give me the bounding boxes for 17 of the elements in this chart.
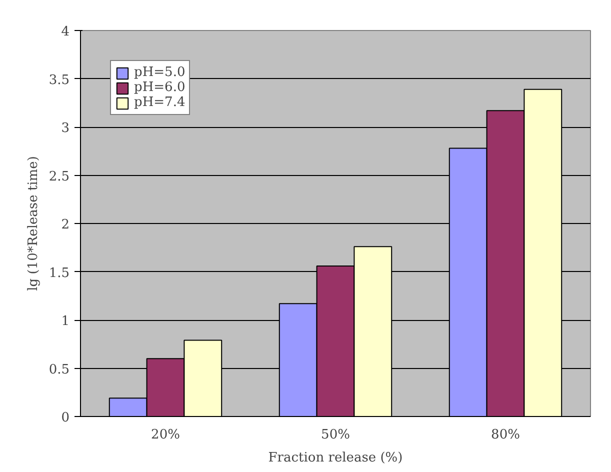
x-tick-label: 80% bbox=[491, 428, 520, 442]
y-tick-label: 2.5 bbox=[48, 169, 70, 184]
y-tick-label: 3.5 bbox=[48, 72, 70, 88]
y-tick-label: 3 bbox=[61, 121, 70, 136]
y-tick-label: 0.5 bbox=[48, 362, 70, 378]
legend-label: pH=6.0 bbox=[134, 80, 186, 95]
y-axis-title: lg (10*Release time) bbox=[26, 156, 41, 291]
y-tick-label: 2 bbox=[61, 218, 70, 232]
x-tick-label: 20% bbox=[151, 428, 180, 442]
y-tick-label: 1.5 bbox=[48, 266, 70, 281]
x-axis-title: Fraction release (%) bbox=[268, 450, 403, 466]
x-tick-label: 50% bbox=[321, 428, 350, 442]
y-tick-label: 4 bbox=[61, 24, 70, 40]
legend-label: pH=5.0 bbox=[134, 65, 186, 80]
legend-label: pH=7.4 bbox=[134, 95, 186, 110]
y-tick-label: 1 bbox=[61, 314, 70, 329]
y-tick-label: 0 bbox=[61, 410, 70, 426]
